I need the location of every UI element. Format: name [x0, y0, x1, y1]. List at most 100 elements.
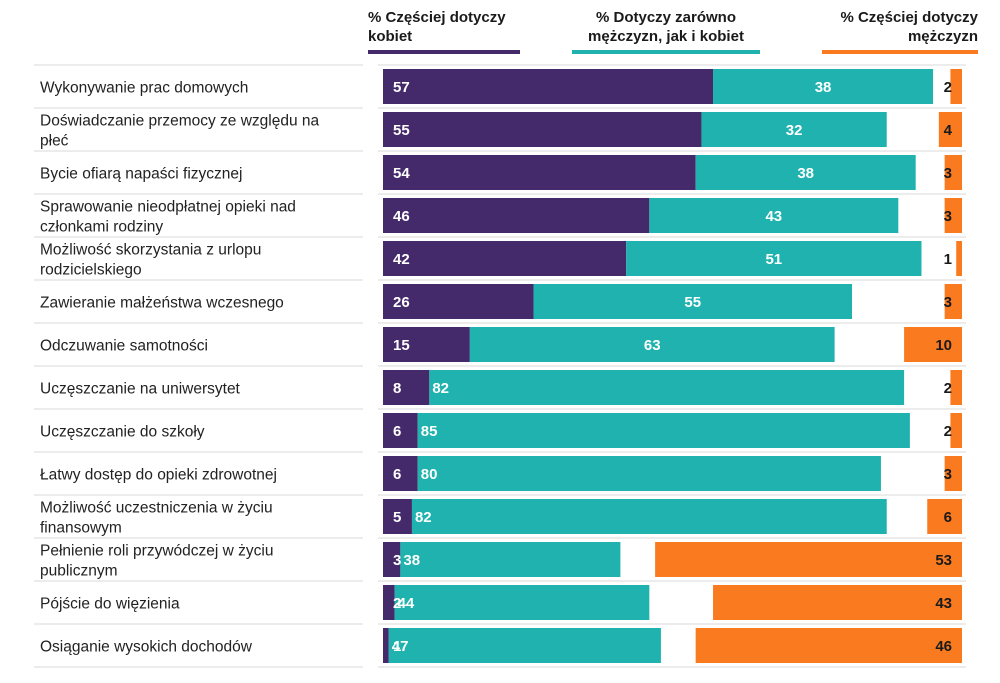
category-label: Pełnienie roli przywódczej w życiu public…	[40, 543, 273, 580]
bar-men	[695, 628, 962, 663]
legend-both-swatch	[572, 50, 760, 54]
legend-men-label: % Częściej dotyczy mężczyzn	[840, 9, 978, 45]
category-label: Pójście do więzienia	[40, 596, 180, 613]
bar-women	[383, 112, 702, 147]
category-label: Zawieranie małżeństwa wczesnego	[40, 295, 284, 312]
value-label-men: 43	[935, 595, 952, 612]
legend-both-label: % Dotyczy zarówno mężczyzn, jak i kobiet	[588, 9, 744, 45]
value-label-women: 55	[393, 122, 410, 139]
category-label: Bycie ofiarą napaści fizycznej	[40, 166, 242, 183]
value-label-men: 2	[944, 423, 952, 440]
value-label-women: 6	[393, 423, 401, 440]
value-label-both: 43	[765, 208, 782, 225]
bar-men	[956, 241, 962, 276]
bar-both	[417, 413, 910, 448]
value-label-women: 42	[393, 251, 410, 268]
bar-both	[713, 69, 934, 104]
value-label-both: 80	[421, 466, 438, 483]
bar-women	[383, 198, 650, 233]
category-label: Osiąganie wysokich dochodów	[40, 639, 253, 656]
category-label: Wykonywanie prac domowych	[40, 80, 248, 97]
value-label-both: 55	[684, 294, 701, 311]
legend-women-label: % Częściej dotyczy kobiet	[368, 9, 506, 45]
value-label-men: 3	[944, 208, 952, 225]
bar-both	[411, 499, 887, 534]
bar-women	[383, 585, 395, 620]
bar-both	[533, 284, 852, 319]
value-label-men: 2	[944, 79, 952, 96]
value-label-women: 15	[393, 337, 410, 354]
category-label: Możliwość uczestniczenia w życiu finansow…	[40, 500, 273, 537]
bar-both	[626, 241, 922, 276]
value-label-women: 1	[393, 638, 401, 655]
legend-women-swatch	[368, 50, 520, 54]
value-label-men: 6	[944, 509, 952, 526]
value-label-men: 10	[935, 337, 952, 354]
bar-men	[944, 155, 962, 190]
value-label-both: 32	[786, 122, 803, 139]
value-label-men: 46	[935, 638, 952, 655]
bar-men	[944, 284, 962, 319]
value-label-men: 53	[935, 552, 952, 569]
value-label-men: 4	[944, 122, 953, 139]
bar-men	[944, 456, 962, 491]
value-label-women: 54	[393, 165, 410, 182]
legend-men: % Częściej dotyczy mężczyzn	[822, 8, 978, 54]
category-label: Uczęszczanie do szkoły	[40, 424, 205, 441]
value-label-women: 5	[393, 509, 401, 526]
bar-both	[388, 628, 661, 663]
category-label: Łatwy dostęp do opieki zdrowotnej	[40, 467, 277, 484]
bar-men	[713, 585, 962, 620]
value-label-both: 51	[765, 251, 782, 268]
value-label-men: 1	[944, 251, 952, 268]
legend-women: % Częściej dotyczy kobiet	[368, 8, 520, 54]
bar-both	[417, 456, 881, 491]
legend-men-swatch	[822, 50, 978, 54]
value-label-both: 85	[421, 423, 438, 440]
value-label-women: 2	[393, 595, 401, 612]
value-label-both: 63	[644, 337, 661, 354]
bar-both	[649, 198, 899, 233]
value-label-both: 82	[415, 509, 432, 526]
bar-men	[950, 413, 962, 448]
value-label-both: 47	[392, 638, 409, 655]
bar-women	[383, 69, 714, 104]
bar-women	[383, 327, 470, 362]
bar-men	[927, 499, 962, 534]
value-label-women: 57	[393, 79, 410, 96]
value-label-both: 44	[398, 595, 415, 612]
bar-men	[655, 542, 962, 577]
bar-both	[695, 155, 916, 190]
category-label: Sprawowanie nieodpłatnej opieki nad człon…	[40, 199, 296, 236]
bar-women	[383, 413, 418, 448]
bar-both	[429, 370, 905, 405]
bar-women	[383, 241, 627, 276]
bar-both	[400, 542, 621, 577]
bar-both	[394, 585, 650, 620]
bar-women	[383, 155, 696, 190]
legend-both: % Dotyczy zarówno mężczyzn, jak i kobiet	[572, 8, 760, 54]
value-label-both: 38	[797, 165, 814, 182]
bar-men	[950, 370, 962, 405]
bar-women	[383, 628, 389, 663]
value-label-women: 6	[393, 466, 401, 483]
category-label: Odczuwanie samotności	[40, 338, 208, 355]
value-label-women: 3	[393, 552, 401, 569]
bar-men	[904, 327, 962, 362]
category-label: Uczęszczanie na uniwersytet	[40, 381, 241, 398]
bar-women	[383, 499, 412, 534]
bar-men	[950, 69, 962, 104]
value-label-men: 2	[944, 380, 952, 397]
value-label-women: 8	[393, 380, 401, 397]
bar-women	[383, 284, 534, 319]
value-label-women: 26	[393, 294, 410, 311]
category-label: Doświadczanie przemocy ze względu na płeć	[40, 113, 320, 150]
value-label-men: 3	[944, 466, 952, 483]
bar-men	[944, 198, 962, 233]
bar-women	[383, 370, 430, 405]
bar-women	[383, 456, 418, 491]
value-label-women: 46	[393, 208, 410, 225]
value-label-men: 3	[944, 165, 952, 182]
bar-women	[383, 542, 401, 577]
